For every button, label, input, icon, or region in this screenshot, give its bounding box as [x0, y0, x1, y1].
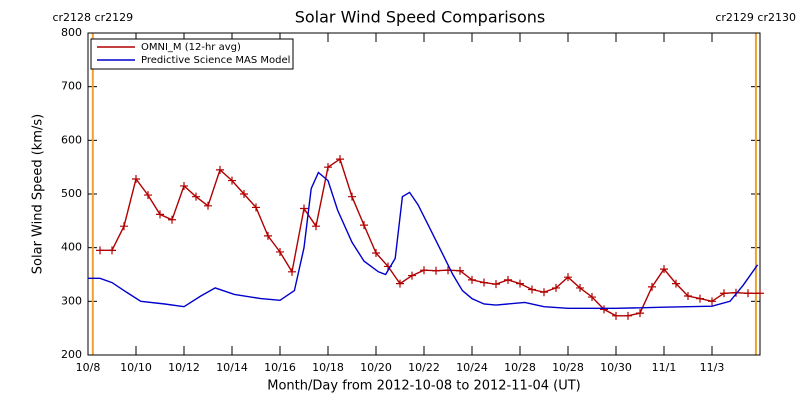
marker [432, 266, 440, 275]
marker [648, 282, 656, 291]
marker [564, 273, 572, 282]
marker [204, 201, 212, 210]
marker [108, 246, 116, 255]
legend-label: OMNI_M (12-hr avg) [141, 42, 241, 53]
marker [336, 155, 344, 164]
y-tick-label: 800 [61, 26, 82, 39]
x-tick-label: 10/28 [504, 361, 536, 374]
marker [696, 294, 704, 303]
marker [408, 271, 416, 280]
marker [180, 181, 188, 190]
marker [468, 275, 476, 284]
marker [708, 297, 716, 306]
marker [192, 192, 200, 201]
y-tick-label: 300 [61, 294, 82, 307]
chart-title: Solar Wind Speed Comparisons [295, 8, 546, 27]
plot-frame [87, 32, 761, 356]
marker [216, 165, 224, 174]
x-tick-label: 10/22 [408, 361, 440, 374]
marker [636, 309, 644, 318]
marker [252, 203, 260, 212]
marker [264, 231, 272, 240]
marker [684, 291, 692, 300]
x-tick-label: 11/3 [700, 361, 725, 374]
marker [144, 191, 152, 200]
x-tick-label: 10/8 [76, 361, 101, 374]
marker [156, 210, 164, 219]
x-tick-label: 10/28 [552, 361, 584, 374]
x-tick-label: 10/16 [264, 361, 296, 374]
marker [660, 265, 668, 274]
x-tick-label: 11/1 [652, 361, 677, 374]
x-tick-label: 10/30 [600, 361, 632, 374]
marker [132, 174, 140, 183]
legend-label: Predictive Science MAS Model [141, 55, 290, 66]
marker [672, 279, 680, 288]
y-tick-label: 400 [61, 241, 82, 254]
marker [540, 288, 548, 297]
marker [228, 176, 236, 185]
marker [312, 222, 320, 231]
marker [168, 215, 176, 224]
marker [120, 222, 128, 231]
y-axis-label: Solar Wind Speed (km/s) [31, 114, 46, 274]
x-tick-label: 10/14 [216, 361, 248, 374]
series-line [100, 157, 760, 317]
marker [324, 163, 332, 172]
marker [504, 275, 512, 284]
marker [420, 266, 428, 275]
marker [528, 285, 536, 294]
x-tick-label: 10/20 [360, 361, 392, 374]
marker [756, 289, 764, 298]
marker [276, 247, 284, 256]
marker [240, 190, 248, 198]
x-tick-label: 10/24 [456, 361, 488, 374]
marker [624, 311, 632, 320]
marker [732, 288, 740, 297]
marker [96, 246, 104, 255]
x-tick-label: 10/18 [312, 361, 344, 374]
annotation-label: cr2128 cr2129 [52, 11, 133, 24]
marker [288, 267, 296, 276]
x-tick-label: 10/10 [120, 361, 152, 374]
marker [372, 249, 380, 258]
marker [600, 305, 608, 314]
legend-box [90, 38, 294, 70]
marker [396, 279, 404, 288]
y-tick-label: 700 [61, 80, 82, 93]
marker [360, 221, 368, 230]
marker [612, 311, 620, 320]
series-line [88, 171, 759, 309]
marker [576, 283, 584, 292]
y-tick-label: 500 [61, 187, 82, 200]
annotation-label: cr2129 cr2130 [715, 11, 796, 24]
marker [720, 289, 728, 298]
x-axis-label: Month/Day from 2012-10-08 to 2012-11-04 … [267, 379, 580, 394]
marker [552, 283, 560, 292]
y-tick-label: 600 [61, 133, 82, 146]
marker [348, 192, 356, 201]
marker [588, 293, 596, 302]
marker [516, 279, 524, 288]
marker [480, 278, 488, 287]
marker [300, 204, 308, 213]
marker [744, 289, 752, 298]
marker [492, 280, 500, 289]
x-tick-label: 10/12 [168, 361, 200, 374]
y-tick-label: 200 [61, 348, 82, 361]
marker [456, 266, 464, 275]
